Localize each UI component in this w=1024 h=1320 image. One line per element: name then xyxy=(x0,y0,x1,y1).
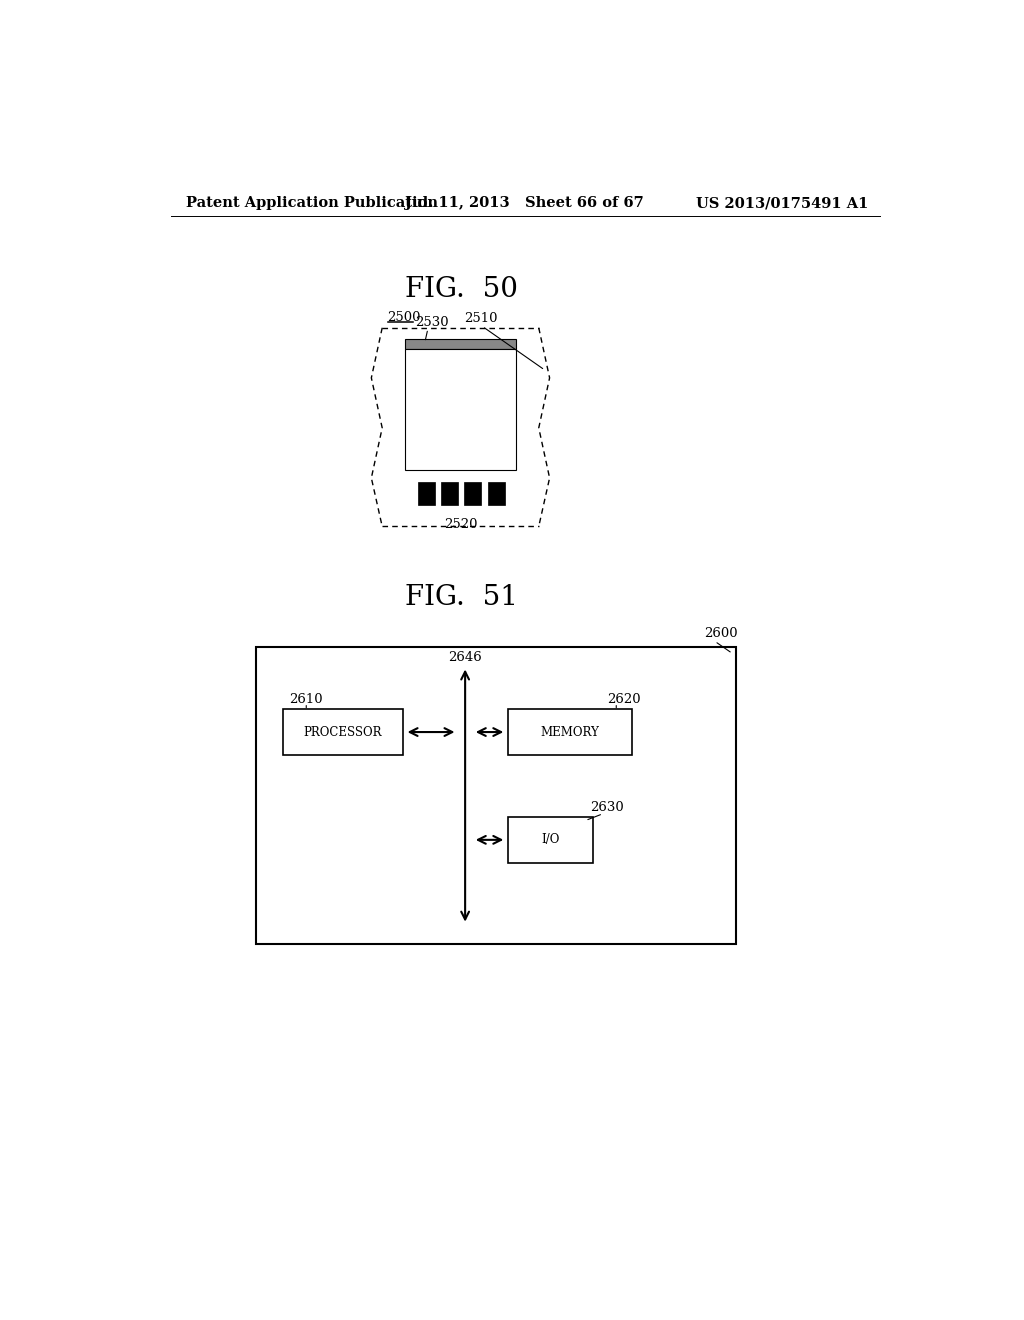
Text: 2520: 2520 xyxy=(444,517,478,531)
Text: 2600: 2600 xyxy=(705,627,737,640)
Bar xyxy=(406,348,515,470)
Text: 2646: 2646 xyxy=(449,651,482,664)
Text: MEMORY: MEMORY xyxy=(541,726,599,739)
Bar xyxy=(441,482,458,506)
Text: FIG.  50: FIG. 50 xyxy=(404,276,518,302)
Bar xyxy=(464,482,481,506)
Text: PROCESSOR: PROCESSOR xyxy=(304,726,382,739)
Bar xyxy=(508,709,632,755)
Bar xyxy=(283,709,403,755)
Bar xyxy=(256,647,736,944)
Text: FIG.  51: FIG. 51 xyxy=(404,583,518,611)
Text: US 2013/0175491 A1: US 2013/0175491 A1 xyxy=(695,197,868,210)
Text: Jul. 11, 2013   Sheet 66 of 67: Jul. 11, 2013 Sheet 66 of 67 xyxy=(406,197,644,210)
Text: 2500: 2500 xyxy=(388,312,421,325)
Text: 2610: 2610 xyxy=(290,693,323,706)
Text: 2620: 2620 xyxy=(607,693,641,706)
Text: 2530: 2530 xyxy=(415,315,449,329)
Text: 2630: 2630 xyxy=(590,801,624,814)
Bar xyxy=(418,482,435,506)
Text: 2510: 2510 xyxy=(464,312,498,325)
Text: Patent Application Publication: Patent Application Publication xyxy=(186,197,438,210)
Text: I/O: I/O xyxy=(542,833,559,846)
Bar xyxy=(406,339,515,348)
Bar xyxy=(487,482,505,506)
Bar xyxy=(508,817,593,863)
